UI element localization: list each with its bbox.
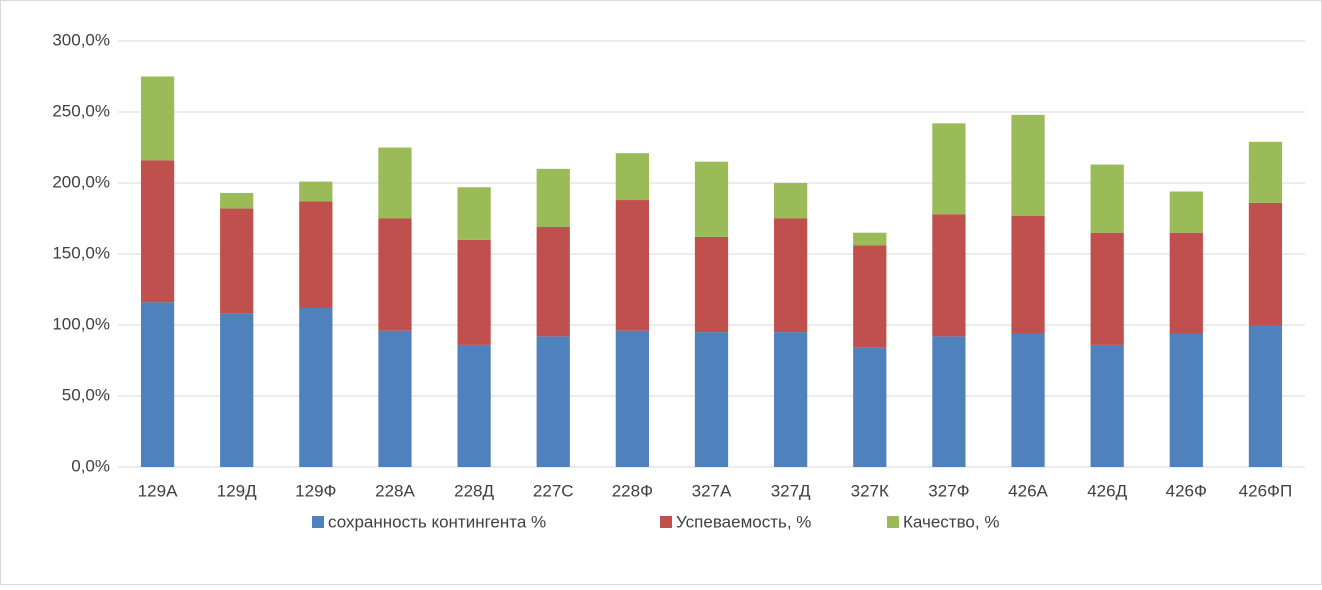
legend-swatch bbox=[887, 516, 899, 528]
y-tick-label: 150,0% bbox=[52, 243, 110, 262]
bar-segment bbox=[378, 330, 412, 467]
bar-segment bbox=[1090, 344, 1124, 467]
bar-segment bbox=[1169, 191, 1203, 233]
bar-segment bbox=[378, 147, 412, 219]
bar-segment bbox=[299, 201, 333, 308]
y-tick-label: 250,0% bbox=[52, 101, 110, 120]
legend-label: Качество, % bbox=[903, 512, 999, 531]
x-tick-label: 327Ф bbox=[928, 481, 969, 500]
bar-segment bbox=[140, 160, 175, 303]
bar-segment bbox=[140, 302, 175, 467]
legend-swatch bbox=[312, 516, 324, 528]
x-tick-label: 228А bbox=[375, 481, 415, 500]
bar-segment bbox=[1248, 202, 1283, 325]
legend-label: Успеваемость, % bbox=[676, 512, 811, 531]
bar-segment bbox=[1090, 164, 1124, 233]
x-tick-label: 327К bbox=[851, 481, 889, 500]
x-tick-label: 227С bbox=[533, 481, 574, 500]
y-tick-label: 100,0% bbox=[52, 314, 110, 333]
legend-label: сохранность контингента % bbox=[328, 512, 546, 531]
x-tick-label: 129Д bbox=[217, 481, 257, 500]
bar-segment bbox=[615, 153, 649, 201]
bar-segment bbox=[853, 347, 887, 467]
y-tick-label: 0,0% bbox=[71, 456, 110, 475]
bar-segment bbox=[220, 192, 254, 209]
bar-segment bbox=[932, 214, 966, 337]
x-tick-label: 327Д bbox=[771, 481, 811, 500]
x-tick-label: 129Ф bbox=[295, 481, 336, 500]
bar-segment bbox=[299, 181, 333, 202]
bar-segment bbox=[457, 344, 491, 467]
x-tick-label: 426А bbox=[1008, 481, 1048, 500]
x-tick-label: 426Д bbox=[1087, 481, 1127, 500]
bar-segment bbox=[299, 307, 333, 467]
bar-segment bbox=[220, 313, 254, 467]
y-tick-label: 300,0% bbox=[52, 30, 110, 49]
bar-segment bbox=[140, 76, 175, 161]
y-tick-label: 200,0% bbox=[52, 172, 110, 191]
bar-segment bbox=[1169, 232, 1203, 334]
bar-segment bbox=[694, 161, 729, 237]
bar-segment bbox=[932, 336, 966, 467]
bar-segment bbox=[853, 232, 887, 246]
bar-segment bbox=[774, 218, 808, 333]
x-tick-label: 129А bbox=[138, 481, 178, 500]
bar-segment bbox=[536, 227, 570, 337]
bar-segment bbox=[774, 183, 808, 219]
bar-segment bbox=[1011, 114, 1045, 216]
x-tick-label: 228Ф bbox=[612, 481, 653, 500]
bar-segment bbox=[774, 332, 808, 467]
legend-swatch bbox=[660, 516, 672, 528]
bar-segment bbox=[378, 218, 412, 331]
bar-segment bbox=[1090, 232, 1124, 345]
bar-segment bbox=[536, 168, 570, 228]
y-tick-label: 50,0% bbox=[62, 385, 110, 404]
bar-segment bbox=[1169, 333, 1203, 467]
bar-segment bbox=[1011, 215, 1045, 334]
bar-segment bbox=[220, 208, 254, 314]
bar-segment bbox=[932, 123, 966, 215]
bar-segment bbox=[615, 200, 649, 331]
bar-segment bbox=[457, 187, 491, 240]
bar-segment bbox=[1011, 333, 1045, 467]
bar-segment bbox=[853, 245, 887, 348]
bar-segment bbox=[694, 236, 729, 333]
bar-segment bbox=[615, 330, 649, 467]
x-tick-label: 426Ф bbox=[1166, 481, 1207, 500]
bar-segment bbox=[536, 336, 570, 467]
bar-segment bbox=[1248, 325, 1283, 467]
x-tick-label: 327А bbox=[692, 481, 732, 500]
bar-segment bbox=[457, 239, 491, 345]
x-tick-label: 228Д bbox=[454, 481, 494, 500]
bar-segment bbox=[694, 332, 729, 467]
x-tick-label: 426ФП bbox=[1239, 481, 1293, 500]
bar-segment bbox=[1248, 141, 1283, 203]
